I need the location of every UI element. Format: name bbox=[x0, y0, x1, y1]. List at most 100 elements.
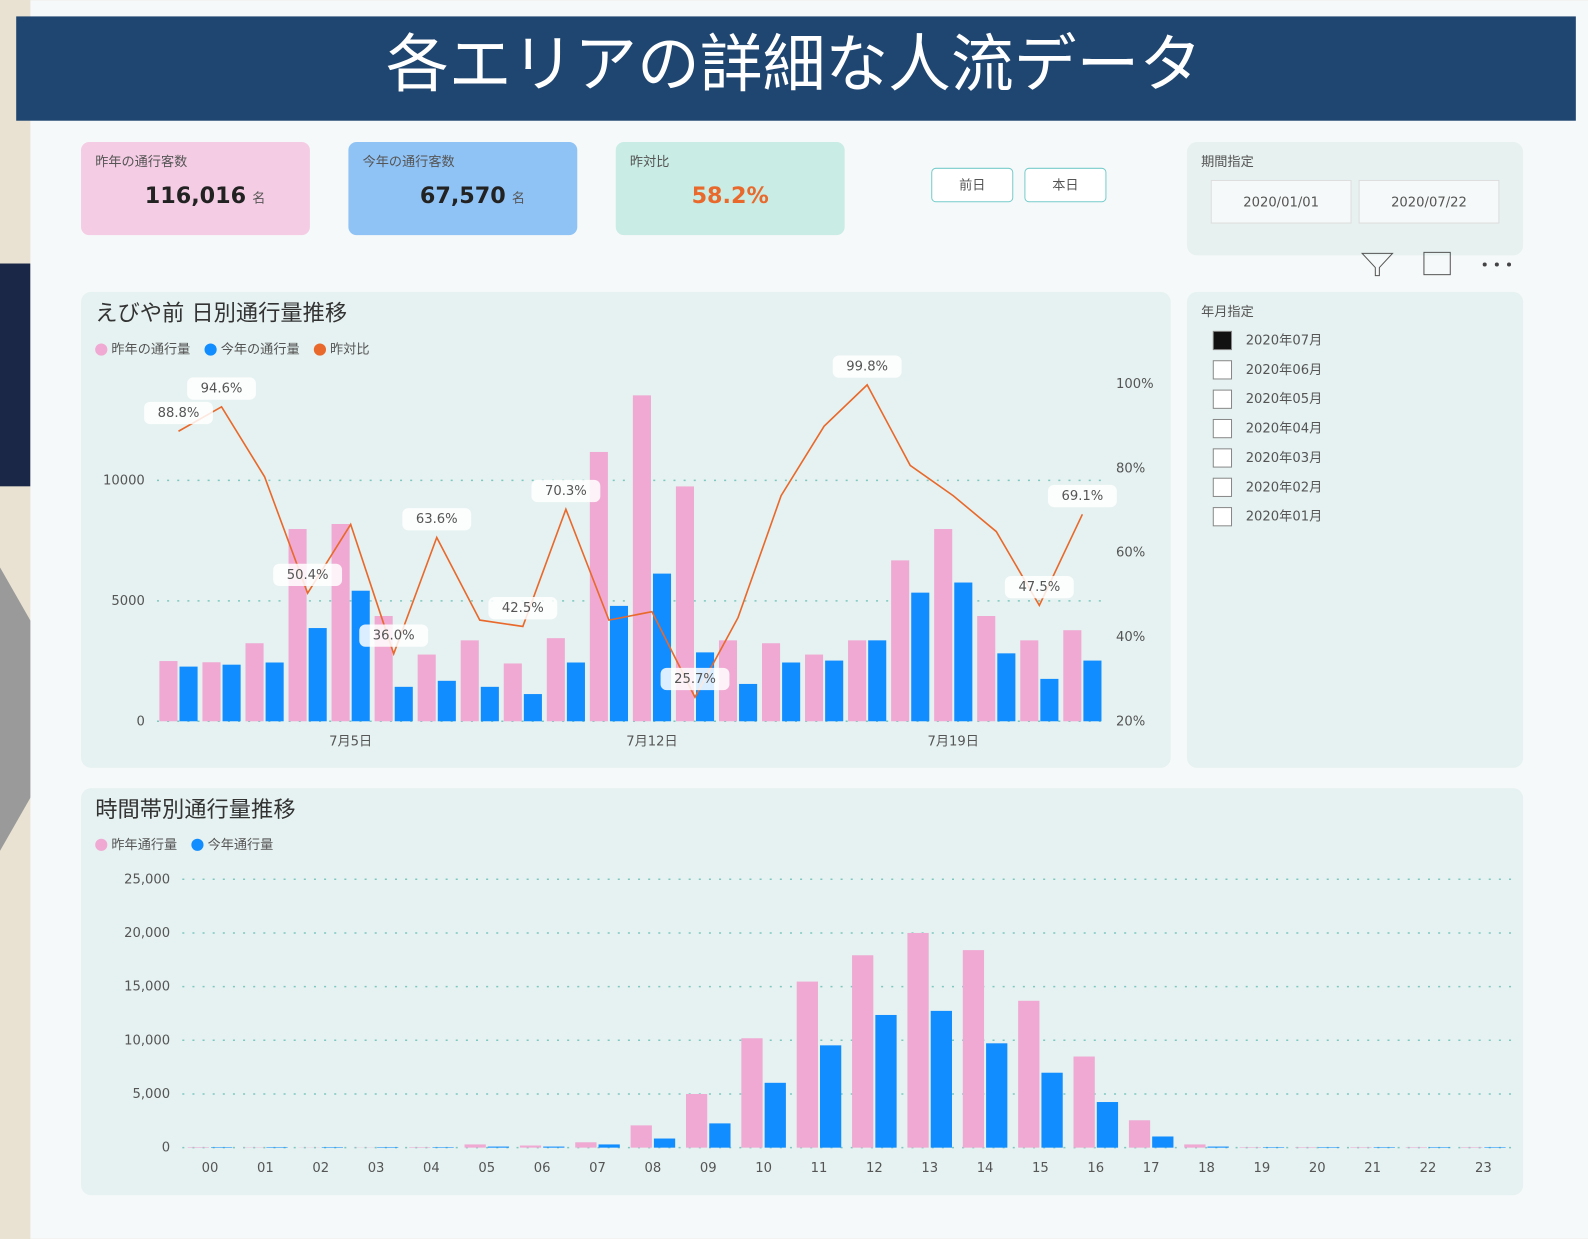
x-tick-label: 17 bbox=[1143, 1161, 1160, 1176]
bar bbox=[1405, 1147, 1427, 1148]
bar bbox=[1018, 1000, 1040, 1148]
more-icon[interactable] bbox=[1482, 262, 1487, 267]
x-tick-label: 04 bbox=[423, 1161, 440, 1176]
focus-icon[interactable] bbox=[1423, 251, 1451, 276]
y-tick-label: 15,000 bbox=[124, 980, 170, 995]
legend-label: 昨対比 bbox=[330, 342, 369, 358]
y-tick-label: 10000 bbox=[103, 473, 145, 488]
checkbox[interactable] bbox=[1212, 360, 1233, 380]
x-tick-label: 10 bbox=[755, 1161, 772, 1176]
x-tick-label: 15 bbox=[1032, 1161, 1049, 1176]
bar bbox=[1083, 660, 1102, 722]
legend-label: 今年の通行量 bbox=[221, 342, 300, 358]
date-input[interactable] bbox=[1358, 179, 1500, 224]
bar bbox=[685, 1093, 708, 1148]
bar bbox=[566, 662, 585, 722]
date-start[interactable]: 2020/01/01 bbox=[1243, 196, 1319, 211]
x-tick-label: 12 bbox=[866, 1161, 883, 1176]
x-tick-label: 14 bbox=[977, 1161, 994, 1176]
slicer-item: 2020年07月 bbox=[1246, 332, 1323, 348]
date-input[interactable] bbox=[1210, 179, 1352, 224]
bar bbox=[321, 1147, 343, 1148]
data-label-bg bbox=[1047, 484, 1117, 508]
checkbox[interactable] bbox=[1212, 448, 1233, 468]
y2-tick-label: 60% bbox=[1116, 546, 1145, 561]
x-tick-label: 03 bbox=[368, 1161, 385, 1176]
bar bbox=[709, 1123, 731, 1148]
slicer-item: 2020年05月 bbox=[1246, 391, 1323, 407]
data-label-bg bbox=[144, 401, 213, 425]
bar bbox=[825, 660, 844, 722]
data-label: 42.5% bbox=[502, 601, 544, 616]
bar bbox=[351, 590, 370, 722]
x-tick-label: 06 bbox=[534, 1161, 551, 1176]
legend-label: 昨年の通行量 bbox=[111, 342, 190, 358]
kpi-label: 昨対比 bbox=[630, 154, 669, 170]
button-label[interactable]: 本日 bbox=[1052, 178, 1078, 194]
data-label: 88.8% bbox=[158, 406, 200, 421]
bar bbox=[875, 1014, 897, 1148]
bar bbox=[417, 654, 436, 722]
legend-marker bbox=[313, 343, 326, 356]
bar bbox=[1073, 1056, 1095, 1148]
y2-tick-label: 40% bbox=[1116, 630, 1145, 645]
legend-label: 今年通行量 bbox=[208, 837, 274, 853]
checkbox[interactable] bbox=[1212, 477, 1233, 497]
y-tick-label: 25,000 bbox=[124, 872, 170, 887]
bar bbox=[377, 1147, 399, 1148]
bar bbox=[911, 592, 930, 722]
x-tick-label: 05 bbox=[478, 1161, 495, 1176]
bar bbox=[210, 1147, 233, 1148]
button[interactable] bbox=[931, 167, 1014, 203]
data-label: 36.0% bbox=[373, 629, 415, 644]
bar bbox=[630, 1125, 652, 1148]
checkbox[interactable] bbox=[1212, 507, 1233, 527]
more-icon[interactable] bbox=[1506, 262, 1512, 267]
bar bbox=[202, 662, 221, 722]
filter-icon[interactable] bbox=[1360, 252, 1394, 277]
checkbox[interactable] bbox=[1212, 389, 1233, 409]
slicer-item: 2020年03月 bbox=[1246, 450, 1323, 466]
y-tick-label: 0 bbox=[162, 1141, 170, 1156]
bar bbox=[632, 395, 651, 722]
date-end[interactable]: 2020/07/22 bbox=[1391, 196, 1467, 211]
bar bbox=[437, 680, 456, 722]
y2-tick-label: 100% bbox=[1116, 377, 1154, 392]
data-label: 63.6% bbox=[416, 512, 458, 527]
bar bbox=[739, 683, 758, 722]
data-label-bg bbox=[488, 597, 558, 620]
bar bbox=[741, 1038, 763, 1148]
bar bbox=[1484, 1147, 1506, 1148]
bar bbox=[179, 666, 198, 722]
bar bbox=[543, 1146, 565, 1148]
checkbox[interactable] bbox=[1212, 330, 1233, 351]
kpi-card bbox=[615, 141, 845, 236]
bar bbox=[1128, 1120, 1151, 1148]
bar bbox=[1207, 1146, 1229, 1148]
data-label: 47.5% bbox=[1018, 580, 1060, 595]
bar bbox=[1020, 640, 1039, 722]
button[interactable] bbox=[1024, 167, 1107, 203]
bar bbox=[288, 529, 307, 722]
bar bbox=[1373, 1147, 1395, 1148]
legend-marker bbox=[95, 838, 108, 851]
bar bbox=[986, 1043, 1008, 1148]
bar bbox=[1063, 630, 1082, 722]
bar bbox=[480, 686, 499, 722]
chart-title: えびや前 日別通行量推移 bbox=[95, 301, 347, 327]
kpi-card bbox=[81, 141, 310, 236]
x-tick-label: 02 bbox=[312, 1161, 329, 1176]
button-label[interactable]: 前日 bbox=[959, 177, 985, 194]
bar bbox=[609, 605, 629, 722]
bar bbox=[222, 664, 241, 722]
bar bbox=[891, 560, 910, 722]
legend-marker bbox=[95, 343, 108, 356]
checkbox[interactable] bbox=[1212, 418, 1233, 439]
x-tick-label: 13 bbox=[921, 1161, 938, 1176]
bar bbox=[782, 662, 801, 722]
slicer-item: 2020年04月 bbox=[1246, 421, 1323, 437]
more-icon[interactable] bbox=[1494, 262, 1499, 267]
slicer-title: 年月指定 bbox=[1201, 304, 1254, 320]
data-label: 69.1% bbox=[1061, 489, 1103, 504]
